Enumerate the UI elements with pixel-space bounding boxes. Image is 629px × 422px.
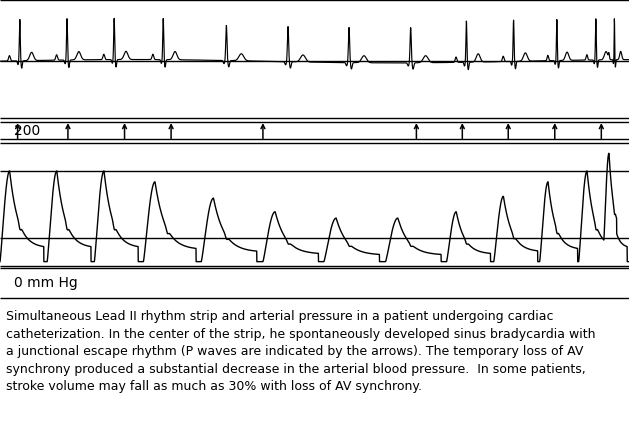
Text: Simultaneous Lead II rhythm strip and arterial pressure in a patient undergoing : Simultaneous Lead II rhythm strip and ar… bbox=[6, 310, 596, 393]
Text: 200: 200 bbox=[14, 124, 40, 138]
Text: 0 mm Hg: 0 mm Hg bbox=[14, 276, 77, 290]
